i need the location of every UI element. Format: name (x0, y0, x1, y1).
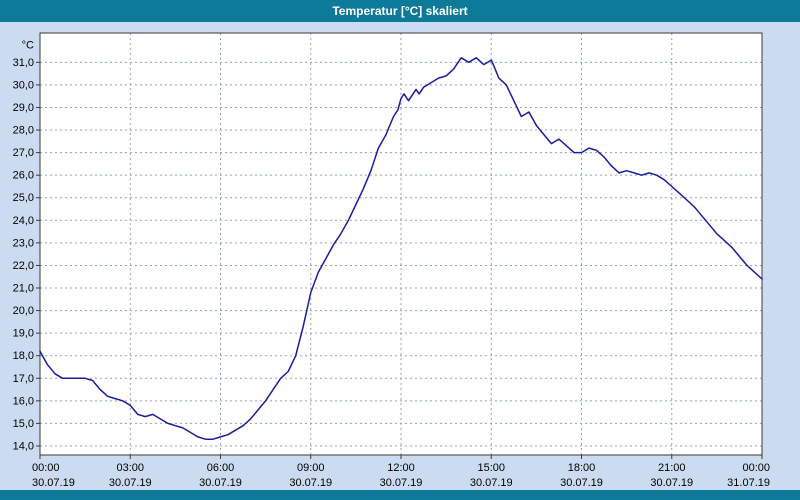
x-tick-time: 09:00 (297, 462, 325, 474)
y-tick-label: 17,0 (13, 373, 34, 385)
y-tick-label: 27,0 (13, 147, 34, 159)
x-tick-date: 30.07.19 (109, 477, 152, 489)
x-tick-date: 30.07.19 (289, 477, 332, 489)
title-bar: Temperatur [°C] skaliert (0, 0, 800, 22)
plot-border (39, 32, 763, 456)
footer-bar (0, 490, 800, 500)
x-tick-time: 06:00 (207, 462, 235, 474)
y-tick-label: 29,0 (13, 102, 34, 114)
y-tick-label: 19,0 (13, 328, 34, 340)
page-title: Temperatur [°C] skaliert (332, 4, 468, 18)
y-tick-label: 15,0 (13, 418, 34, 430)
x-tick-date: 30.07.19 (470, 477, 513, 489)
y-tick-label: 31,0 (13, 57, 34, 69)
y-tick-label: 26,0 (13, 170, 34, 182)
y-axis-unit: °C (22, 39, 34, 51)
y-tick-label: 30,0 (13, 79, 34, 91)
y-tick-label: 21,0 (13, 283, 34, 295)
x-tick-time: 03:00 (116, 462, 144, 474)
x-tick-time: 15:00 (477, 462, 505, 474)
y-tick-label: 28,0 (13, 125, 34, 137)
y-tick-label: 14,0 (13, 440, 34, 452)
x-tick-time: 12:00 (387, 462, 415, 474)
x-tick-time: 00:00 (32, 462, 60, 474)
y-tick-label: 25,0 (13, 192, 34, 204)
x-tick-date: 30.07.19 (199, 477, 242, 489)
temperature-line (39, 57, 763, 440)
x-tick-time: 00:00 (742, 462, 770, 474)
y-tick-label: 16,0 (13, 395, 34, 407)
y-tick-label: 18,0 (13, 350, 34, 362)
y-tick-label: 20,0 (13, 305, 34, 317)
x-tick-date: 30.07.19 (560, 477, 603, 489)
x-tick-date: 30.07.19 (380, 477, 423, 489)
y-tick-label: 22,0 (13, 260, 34, 272)
x-tick-time: 18:00 (568, 462, 596, 474)
x-tick-date: 30.07.19 (32, 477, 75, 489)
x-tick-time: 21:00 (658, 462, 686, 474)
x-tick-date: 30.07.19 (650, 477, 693, 489)
y-tick-label: 23,0 (13, 237, 34, 249)
y-tick-label: 24,0 (13, 215, 34, 227)
x-tick-date: 31.07.19 (727, 477, 770, 489)
